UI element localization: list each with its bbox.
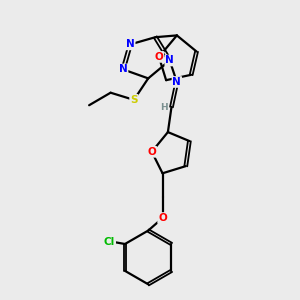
- Text: O: O: [147, 147, 156, 157]
- Text: O: O: [154, 52, 163, 62]
- Text: N: N: [165, 56, 174, 65]
- Text: Cl: Cl: [104, 237, 115, 247]
- Text: O: O: [158, 213, 167, 223]
- Text: N: N: [172, 77, 181, 87]
- Text: S: S: [130, 95, 138, 105]
- Text: N: N: [126, 39, 135, 50]
- Text: H: H: [160, 103, 167, 112]
- Text: N: N: [119, 64, 128, 74]
